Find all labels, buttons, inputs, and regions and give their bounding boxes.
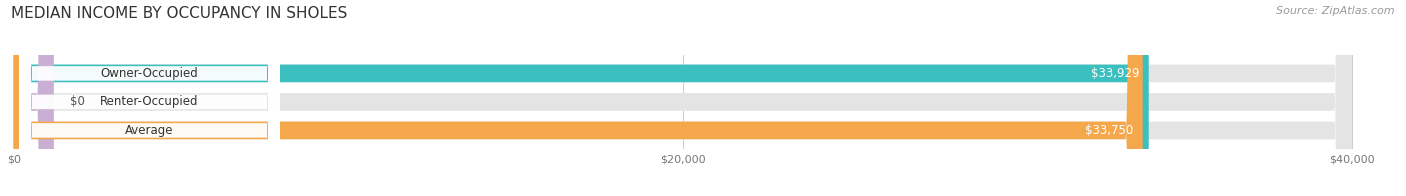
FancyBboxPatch shape [14,0,53,196]
FancyBboxPatch shape [14,0,1149,196]
FancyBboxPatch shape [20,0,280,196]
Text: Renter-Occupied: Renter-Occupied [100,95,198,108]
Text: Average: Average [125,124,174,137]
FancyBboxPatch shape [20,0,280,196]
Text: Source: ZipAtlas.com: Source: ZipAtlas.com [1277,6,1395,16]
Text: Owner-Occupied: Owner-Occupied [101,67,198,80]
Text: $33,750: $33,750 [1085,124,1133,137]
Text: $0: $0 [70,95,84,108]
Text: MEDIAN INCOME BY OCCUPANCY IN SHOLES: MEDIAN INCOME BY OCCUPANCY IN SHOLES [11,6,347,21]
FancyBboxPatch shape [14,0,1351,196]
FancyBboxPatch shape [14,0,1143,196]
Text: $33,929: $33,929 [1091,67,1139,80]
FancyBboxPatch shape [20,0,280,196]
FancyBboxPatch shape [14,0,1351,196]
FancyBboxPatch shape [14,0,1351,196]
